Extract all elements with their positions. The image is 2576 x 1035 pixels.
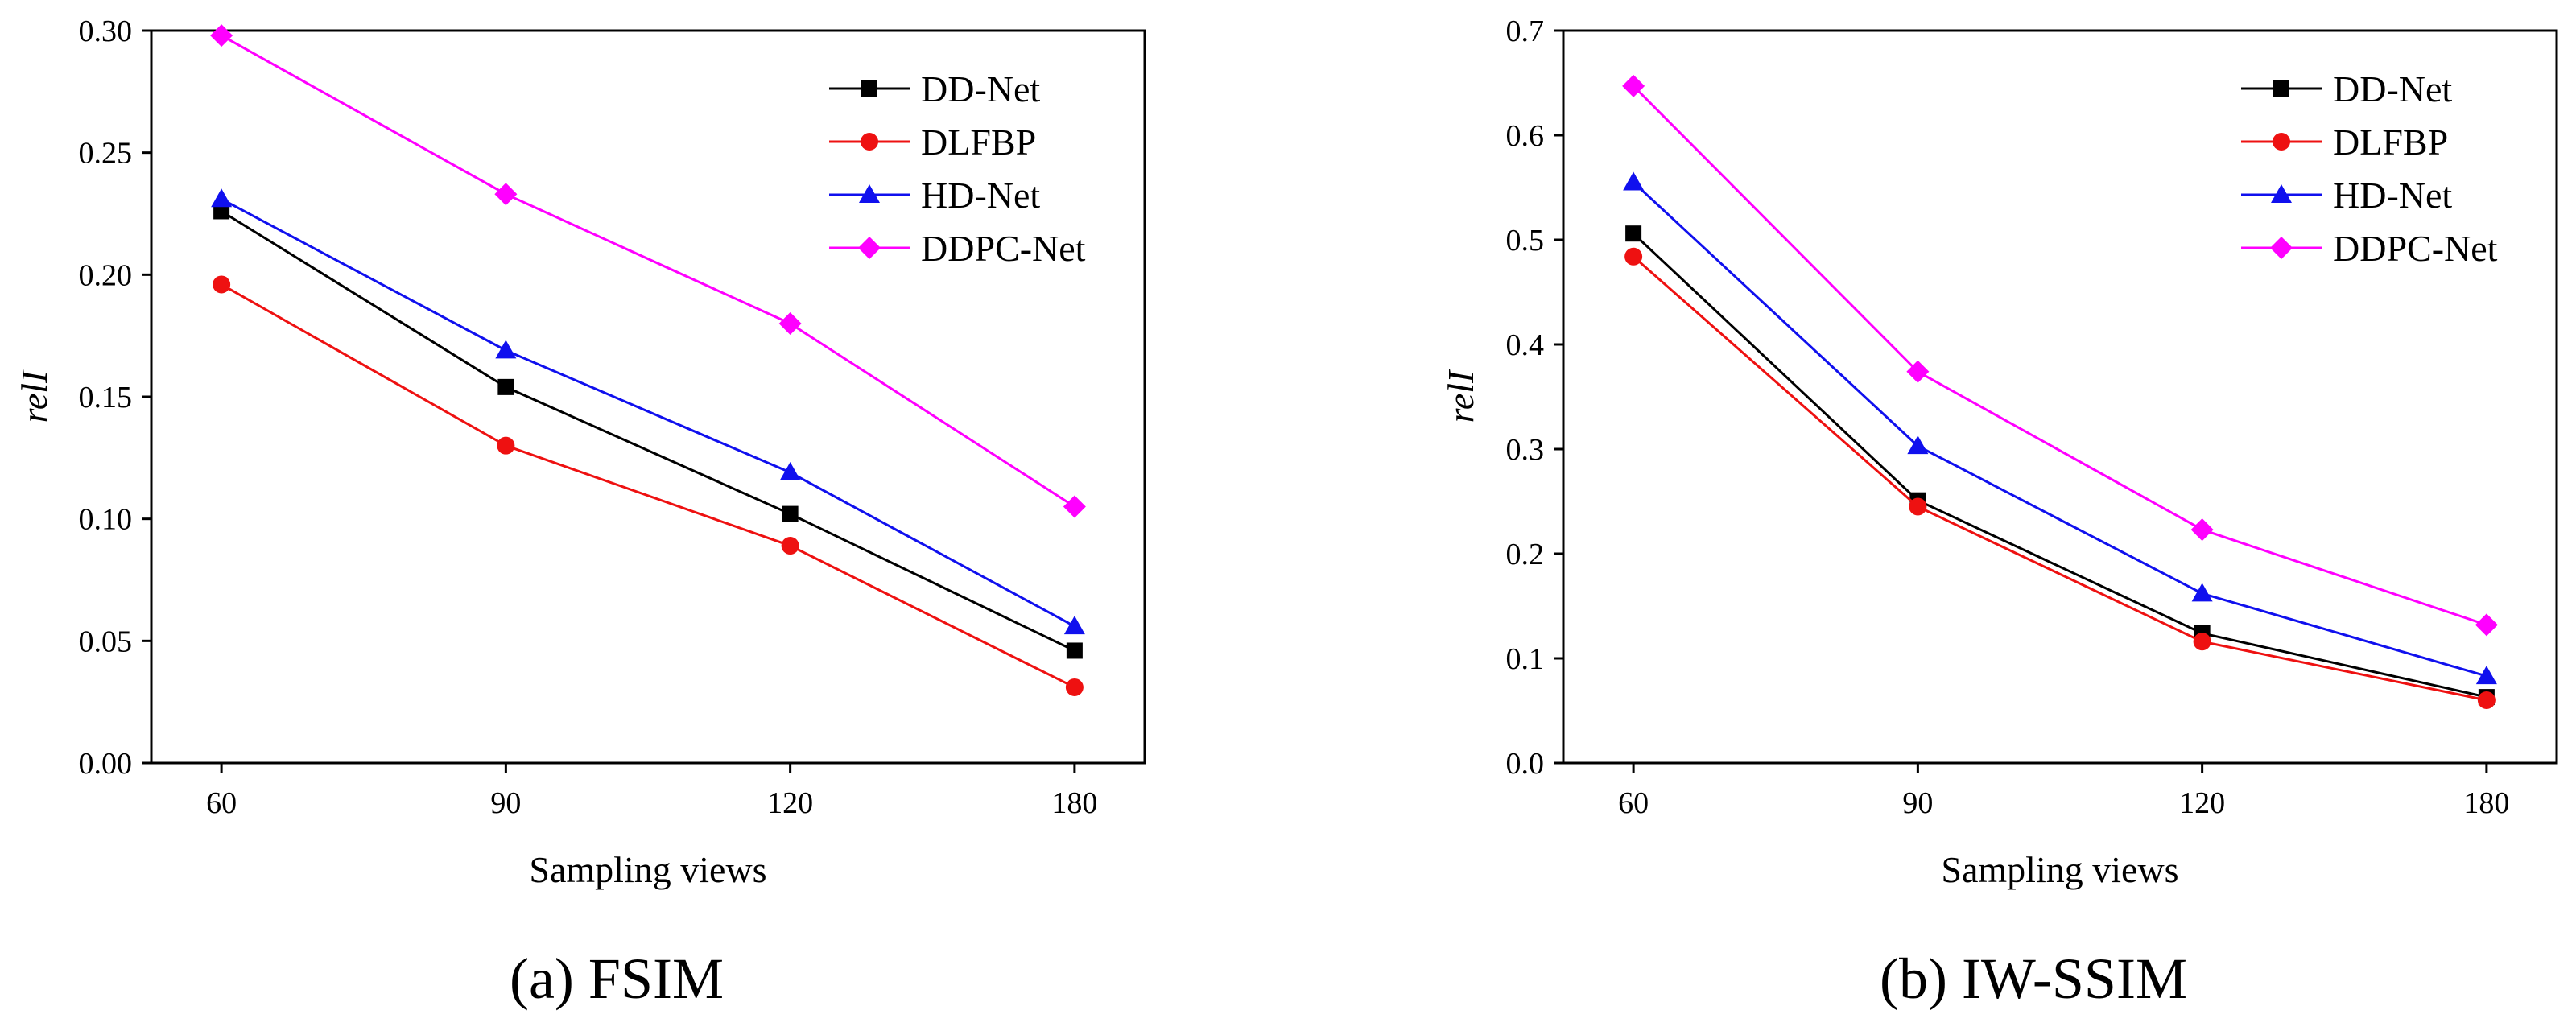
data-point xyxy=(2475,666,2497,685)
legend-marker xyxy=(858,237,881,259)
y-axis-title: relI xyxy=(14,369,55,423)
legend-marker xyxy=(2273,133,2290,151)
legend-marker xyxy=(2271,184,2292,203)
data-point xyxy=(2190,518,2214,542)
y-tick-label: 0.5 xyxy=(1506,224,1545,258)
series-hd-net xyxy=(1623,171,2497,685)
series-line xyxy=(1633,85,2487,626)
data-point xyxy=(211,188,233,208)
series-dlfbp xyxy=(1624,247,2496,709)
data-point xyxy=(1063,495,1086,518)
legend: DD-Net DLFBP HD-Net DDPC-Net xyxy=(2241,68,2498,269)
data-point xyxy=(2193,633,2211,651)
y-tick-label: 0.00 xyxy=(79,747,133,781)
data-point xyxy=(213,203,230,220)
series-line xyxy=(221,283,1075,689)
y-tick-label: 0.2 xyxy=(1506,538,1545,571)
series-line xyxy=(1633,255,2487,702)
legend-label: DD-Net xyxy=(921,68,1040,109)
x-tick-label: 120 xyxy=(767,786,813,820)
x-tick-label: 90 xyxy=(1902,786,1933,820)
series-hd-net xyxy=(211,188,1085,635)
data-point xyxy=(781,537,799,555)
y-tick-label: 0.3 xyxy=(1506,433,1545,467)
legend-label: DDPC-Net xyxy=(2333,228,2498,269)
series-line xyxy=(1633,181,2487,678)
legend-marker xyxy=(2273,80,2289,97)
x-axis-title: Sampling views xyxy=(1941,849,2178,890)
data-point xyxy=(1907,435,1929,455)
x-tick-label: 180 xyxy=(1051,786,1097,820)
data-point xyxy=(1624,247,1643,266)
y-tick-label: 0.30 xyxy=(79,14,133,48)
data-point xyxy=(2475,613,2498,637)
y-axis-title: relI xyxy=(1440,369,1481,423)
series-dd-net xyxy=(213,203,1083,659)
chart-caption: (a) FSIM xyxy=(510,946,724,1011)
y-tick-label: 0.7 xyxy=(1506,14,1545,48)
data-point xyxy=(2477,691,2496,709)
legend-label: DLFBP xyxy=(921,122,1036,163)
data-point xyxy=(1622,74,1645,97)
data-point xyxy=(1065,678,1084,696)
series-ddpc-net xyxy=(210,24,1086,518)
legend-label: HD-Net xyxy=(2333,175,2452,216)
data-point xyxy=(1909,497,1927,516)
chart-fsim: 0.00 0.05 0.10 0.15 0.20 0.25 0.30 60 90 120 180 Sa… xyxy=(14,14,1146,1011)
series-ddpc-net xyxy=(1622,74,2498,637)
data-point xyxy=(497,436,515,455)
legend-marker xyxy=(2270,237,2293,259)
data-point xyxy=(497,378,514,395)
legend-marker xyxy=(861,133,878,151)
data-point xyxy=(213,275,231,294)
series-dd-net xyxy=(1625,225,2495,706)
data-point xyxy=(210,24,233,47)
y-tick-label: 0.6 xyxy=(1506,119,1545,153)
x-tick-label: 90 xyxy=(490,786,521,820)
x-tick-label: 180 xyxy=(2463,786,2509,820)
x-tick-label: 60 xyxy=(1618,786,1649,820)
legend-label: DD-Net xyxy=(2333,68,2452,109)
chart-caption: (b) IW-SSIM xyxy=(1880,946,2187,1011)
legend-label: HD-Net xyxy=(921,175,1040,216)
y-tick-label: 0.20 xyxy=(79,258,133,292)
legend: DD-Net DLFBP HD-Net DDPC-Net xyxy=(829,68,1086,269)
series-line xyxy=(221,210,1075,652)
y-tick-label: 0.0 xyxy=(1506,747,1545,781)
data-point xyxy=(495,340,517,359)
plot-frame xyxy=(1562,29,2558,765)
legend-label: DLFBP xyxy=(2333,122,2448,163)
data-point xyxy=(1625,225,1642,242)
y-tick-label: 0.15 xyxy=(79,381,133,414)
data-point xyxy=(1906,360,1930,383)
data-point xyxy=(2191,583,2213,602)
x-tick-label: 120 xyxy=(2179,786,2225,820)
data-point xyxy=(778,312,802,335)
data-point xyxy=(1066,642,1083,659)
series-line xyxy=(221,197,1075,628)
legend-marker xyxy=(861,80,877,97)
y-tick-label: 0.10 xyxy=(79,503,133,537)
series-line xyxy=(221,34,1075,508)
series-dlfbp xyxy=(213,275,1084,696)
y-tick-label: 0.1 xyxy=(1506,642,1545,676)
data-point xyxy=(782,505,799,522)
y-tick-label: 0.4 xyxy=(1506,328,1545,362)
data-point xyxy=(1623,171,1645,191)
legend-marker xyxy=(859,184,880,203)
data-point xyxy=(494,183,518,206)
x-tick-label: 60 xyxy=(206,786,237,820)
data-point xyxy=(1063,616,1085,635)
series-line xyxy=(1633,233,2487,699)
data-point xyxy=(779,462,801,481)
chart-iw-ssim: 0.0 0.1 0.2 0.3 0.4 0.5 0.6 0.7 60 90 120 180 Sampli… xyxy=(1440,14,2558,1011)
x-axis-title: Sampling views xyxy=(529,849,766,890)
legend-label: DDPC-Net xyxy=(921,228,1086,269)
y-tick-label: 0.25 xyxy=(79,137,133,171)
y-tick-label: 0.05 xyxy=(79,625,133,658)
